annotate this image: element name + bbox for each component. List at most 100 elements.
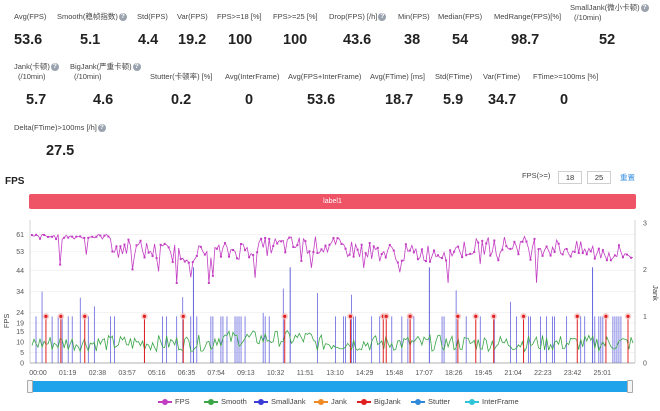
stat-value: 54 — [452, 32, 469, 48]
fps-point — [392, 249, 395, 252]
fps-point — [388, 243, 391, 246]
legend-item-bigjank[interactable]: BigJank — [357, 397, 401, 406]
help-icon[interactable]: ? — [118, 13, 127, 22]
stat-label: Avg(InterFrame) — [225, 72, 280, 81]
fps-point — [159, 243, 162, 246]
stat-label: FPS>=18 [%] — [217, 12, 262, 21]
fps-point — [360, 243, 363, 246]
stat-r2-5: Avg(FTime) [ms] 18.7 — [370, 72, 425, 108]
fps-point — [424, 260, 427, 263]
fps-point — [276, 242, 279, 245]
stat-value: 34.7 — [488, 92, 517, 108]
bigjank-point — [408, 314, 412, 318]
fps-point — [441, 257, 444, 260]
stat-label: FTime>=100ms [%] — [533, 72, 599, 81]
fps-point — [501, 248, 504, 251]
fps-point — [292, 245, 295, 248]
fps-point — [59, 263, 62, 266]
fps-point — [67, 236, 70, 239]
fps-point — [163, 242, 166, 245]
scrollbar-handle-right[interactable] — [627, 380, 633, 393]
stat-label: Delta(FTime)>100ms [/h]? — [14, 123, 106, 133]
stat-value: 43.6 — [343, 32, 372, 48]
help-icon[interactable]: ? — [640, 4, 649, 13]
stat-value: 0.2 — [171, 92, 192, 108]
legend-label: Jank — [331, 397, 347, 406]
y-right-label: Jank — [651, 285, 660, 301]
fps-point — [151, 255, 154, 258]
fps-point — [509, 247, 512, 250]
bigjank-point — [521, 314, 526, 318]
legend-item-jank[interactable]: Jank — [314, 397, 347, 406]
legend-item-smalljank[interactable]: SmallJank — [254, 397, 306, 406]
fps-threshold-input-1[interactable]: 18 — [558, 171, 582, 184]
fps-point — [95, 235, 98, 238]
stat-value: 98.7 — [511, 32, 540, 48]
fps-point — [477, 241, 480, 244]
y-left-tick: 61 — [16, 232, 24, 239]
fps-point — [316, 252, 319, 255]
fps-point — [348, 253, 351, 256]
legend-item-fps[interactable]: FPS — [158, 397, 190, 406]
fps-point — [404, 243, 407, 246]
stat-label: Var(FPS) — [177, 12, 208, 21]
fps-point — [629, 256, 632, 259]
fps-point — [465, 254, 468, 257]
fps-point — [557, 242, 560, 245]
stat-r1-2: Std(FPS) 4.4 — [137, 12, 168, 48]
fps-point — [589, 250, 592, 253]
chart-legend: FPS Smooth SmallJank Jank BigJank Stutter Inte… — [0, 397, 660, 409]
fps-point — [83, 236, 86, 239]
fps-point — [55, 238, 58, 241]
fps-point — [99, 234, 102, 237]
fps-point — [75, 235, 78, 238]
stat-value: 5.7 — [26, 92, 47, 108]
fps-point — [445, 259, 448, 262]
x-tick: 01:19 — [59, 370, 77, 377]
label-bar[interactable]: label1 — [29, 194, 636, 209]
reset-link[interactable]: 重置 — [620, 173, 635, 182]
fps-point — [577, 252, 580, 255]
fps-point — [211, 274, 214, 277]
y-left-tick: 19 — [16, 320, 24, 327]
fps-point — [43, 233, 46, 236]
help-icon[interactable]: ? — [97, 124, 106, 133]
scrollbar-handle-left[interactable] — [27, 380, 33, 393]
fps-threshold-input-2[interactable]: 25 — [587, 171, 611, 184]
stat-value: 0 — [560, 92, 569, 108]
y-left-tick: 44 — [16, 268, 24, 275]
fps-point — [111, 250, 114, 253]
stat-label: Drop(FPS) [/h]? — [329, 12, 387, 22]
section-title: FPS — [5, 176, 25, 187]
fps-point — [167, 246, 170, 249]
fps-point — [103, 234, 106, 237]
fps-point — [264, 236, 267, 239]
stat-label: Stutter(卡顿率) [%] — [150, 72, 213, 81]
legend-item-smooth[interactable]: Smooth — [204, 397, 247, 406]
fps-point — [312, 251, 315, 254]
fps-point — [179, 258, 182, 261]
fps-point — [408, 249, 411, 252]
legend-item-stutter[interactable]: Stutter — [411, 397, 450, 406]
stat-label: Smooth(稳帧指数)? — [57, 12, 127, 22]
legend-item-interframe[interactable]: InterFrame — [465, 397, 519, 406]
fps-point — [585, 253, 588, 256]
fps-point — [63, 236, 66, 239]
stat-label: Min(FPS) — [398, 12, 430, 21]
x-tick: 09:13 — [237, 370, 255, 377]
x-tick: 02:38 — [89, 370, 107, 377]
fps-point — [219, 255, 222, 258]
help-icon[interactable]: ? — [132, 63, 141, 72]
help-icon[interactable]: ? — [378, 13, 387, 22]
y-left-tick: 34 — [16, 289, 24, 296]
fps-point — [187, 261, 190, 264]
legend-swatch-icon — [204, 399, 218, 406]
help-icon[interactable]: ? — [50, 63, 59, 72]
fps-point — [549, 254, 552, 257]
fps-point — [497, 259, 500, 262]
fps-point — [256, 251, 259, 254]
x-tick: 10:32 — [267, 370, 285, 377]
time-scrollbar[interactable] — [27, 380, 633, 393]
stat-label-unit: (/10min) — [18, 72, 46, 81]
fps-point — [155, 257, 158, 260]
